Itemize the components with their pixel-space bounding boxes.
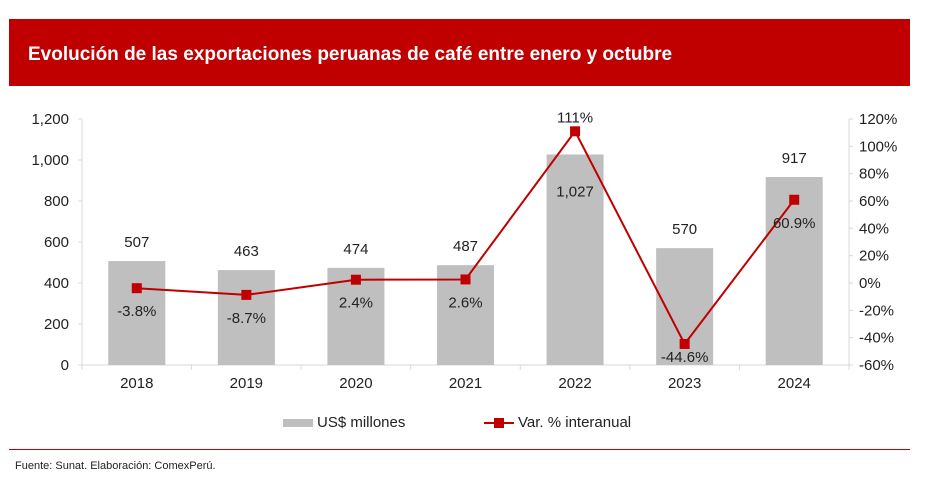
left-axis-tick-label: 600 (44, 234, 69, 251)
bar-data-label: 474 (343, 241, 368, 258)
bar-data-label: 917 (782, 150, 807, 167)
bar-data-label: 570 (672, 221, 697, 238)
line-data-label: 60.9% (773, 215, 816, 232)
left-axis-tick-label: 0 (61, 357, 69, 374)
line-marker (241, 289, 252, 300)
right-axis-tick-label: 40% (859, 220, 889, 237)
bar (217, 270, 275, 365)
line-marker (570, 126, 581, 137)
right-axis-tick-label: 60% (859, 193, 889, 210)
line-series (131, 126, 800, 349)
right-axis-tick-label: -20% (859, 302, 894, 319)
line-marker (131, 283, 142, 294)
footer-divider (9, 449, 910, 450)
x-axis-tick-label: 2024 (778, 375, 811, 392)
legend-line-swatch (484, 417, 514, 429)
line-data-label: -44.6% (661, 349, 709, 366)
right-axis-tick-label: 100% (859, 138, 897, 155)
right-axis-tick-label: -60% (859, 357, 894, 374)
line-data-label: -8.7% (227, 310, 266, 327)
legend-bar-swatch (283, 418, 313, 427)
line-data-label: 2.4% (339, 295, 373, 312)
line-marker (679, 338, 690, 349)
left-axis-tick-label: 1,200 (31, 111, 69, 128)
bar-data-label: 463 (234, 243, 259, 260)
line-marker (789, 194, 800, 205)
bar-data-label: 1,027 (556, 183, 594, 200)
line-data-label: -3.8% (117, 303, 156, 320)
x-axis-tick-label: 2022 (558, 375, 591, 392)
bar (546, 154, 604, 365)
line-marker (460, 274, 471, 285)
x-axis-tick-label: 2019 (230, 375, 263, 392)
bar-data-label: 507 (124, 234, 149, 251)
line-data-label: 2.6% (448, 294, 482, 311)
bar-labels: 507 463 474 487 1,027 570 917 (124, 150, 806, 260)
source-note: Fuente: Sunat. Elaboración: ComexPerú. (15, 460, 216, 472)
right-axis-tick-label: 20% (859, 248, 889, 265)
legend-line-label: Var. % interanual (518, 414, 632, 431)
legend-item-bar: US$ millones (283, 414, 405, 431)
right-axis-tick-label: 0% (859, 275, 881, 292)
left-axis-tick-label: 1,000 (31, 152, 69, 169)
line-labels: -3.8% -8.7% 2.4% 2.6% 111% -44.6% 60.9% (117, 109, 815, 366)
chart-plot: 0 200 400 600 800 1,000 1,200 -60% -40% -20% 0% 20%… (31, 109, 897, 392)
legend-item-line: Var. % interanual (484, 414, 631, 431)
left-axis-tick-label: 800 (44, 193, 69, 210)
x-axis-tick-label: 2020 (339, 375, 372, 392)
left-axis-tick-label: 400 (44, 275, 69, 292)
legend-bar-label: US$ millones (317, 414, 406, 431)
right-axis-tick-label: 80% (859, 166, 889, 183)
chart-title: Evolución de las exportaciones peruanas … (28, 44, 673, 65)
left-axis-tick-label: 200 (44, 316, 69, 333)
right-axis-tick-label: -40% (859, 330, 894, 347)
bar-series (108, 154, 823, 365)
x-axis-tick-label: 2018 (120, 375, 153, 392)
right-axis-tick-label: 120% (859, 111, 897, 128)
axes: 0 200 400 600 800 1,000 1,200 -60% -40% -20% 0% 20%… (31, 111, 897, 392)
line-marker (350, 274, 361, 285)
chart-header: Evolución de las exportaciones peruanas … (9, 19, 910, 86)
x-axis-tick-label: 2021 (449, 375, 482, 392)
bar-data-label: 487 (453, 238, 478, 255)
bar (765, 177, 823, 365)
line-data-label: 111% (557, 109, 593, 126)
bar (108, 261, 166, 365)
x-axis-tick-label: 2023 (668, 375, 701, 392)
